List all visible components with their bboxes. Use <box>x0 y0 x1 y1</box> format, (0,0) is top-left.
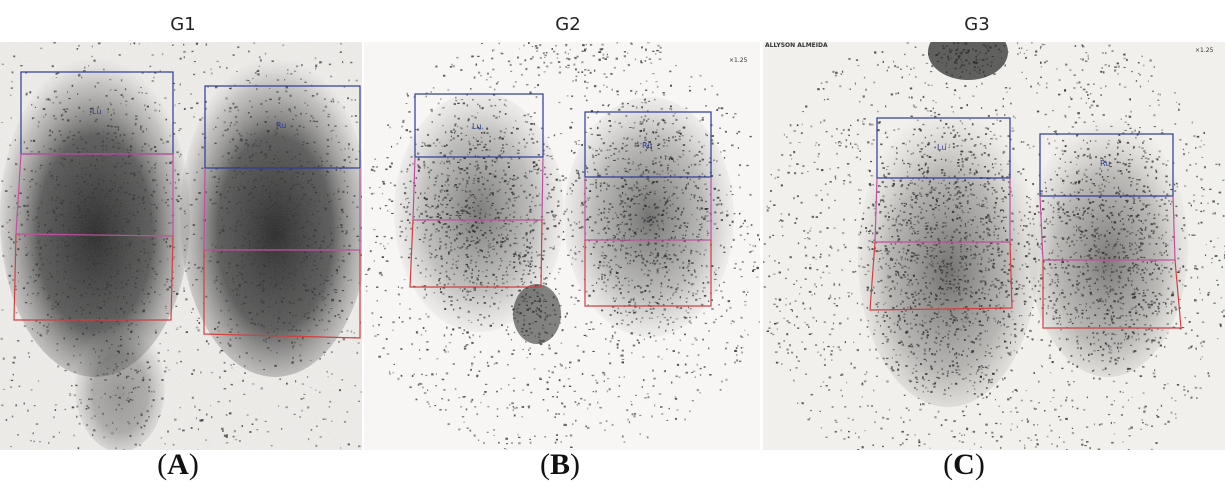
roi-middle-left <box>874 177 1011 243</box>
roi-middle-left <box>412 156 544 221</box>
left-lung-uptake <box>858 107 1038 407</box>
scale-readout: ×1.25 <box>729 57 748 64</box>
roi-upper-right <box>1039 133 1174 197</box>
right-lung-uptake <box>1028 117 1188 377</box>
roi-lower-left <box>869 241 1013 311</box>
panel-label-a: (A) <box>157 448 199 481</box>
roi-label-ru: Ru <box>276 121 286 130</box>
roi-upper-left <box>876 117 1011 179</box>
roi-middle-right <box>1039 195 1176 261</box>
patient-name: ALLYSON ALMEIDA <box>765 42 828 49</box>
group-title-g1: G1 <box>170 14 196 35</box>
count-speckle <box>763 42 1225 450</box>
roi-lower-right <box>203 250 361 339</box>
roi-lower-right <box>584 240 712 307</box>
scintigraphy-image-g3: ALLYSON ALMEIDA ×1.25 Lu Ru <box>763 42 1225 450</box>
roi-upper-right <box>204 85 361 169</box>
roi-label-lu: Lu <box>937 143 946 152</box>
roi-middle-right <box>203 167 361 251</box>
scintigraphy-image-g2: ×1.25 Lu Ru <box>364 42 760 450</box>
scintigraphy-image-g1: Lu Ru <box>0 42 362 450</box>
roi-middle-right <box>584 177 712 241</box>
roi-lower-right <box>1042 259 1182 329</box>
count-speckle <box>365 42 760 450</box>
panel-label-b: (B) <box>539 448 580 481</box>
roi-label-lu: Lu <box>472 122 481 131</box>
roi-upper-right <box>584 111 712 178</box>
roi-lower-left <box>13 233 174 321</box>
left-lung-uptake <box>394 92 564 332</box>
roi-lower-left <box>409 219 543 288</box>
roi-upper-left <box>414 93 544 158</box>
group-title-g2: G2 <box>555 14 581 35</box>
panel-label-c: (C) <box>943 448 985 481</box>
scale-readout: ×1.25 <box>1195 47 1214 54</box>
roi-label-ru: Ru <box>642 141 652 150</box>
roi-label-lu: Lu <box>92 107 101 116</box>
roi-label-ru: Ru <box>1100 159 1110 168</box>
group-title-g3: G3 <box>964 14 990 35</box>
